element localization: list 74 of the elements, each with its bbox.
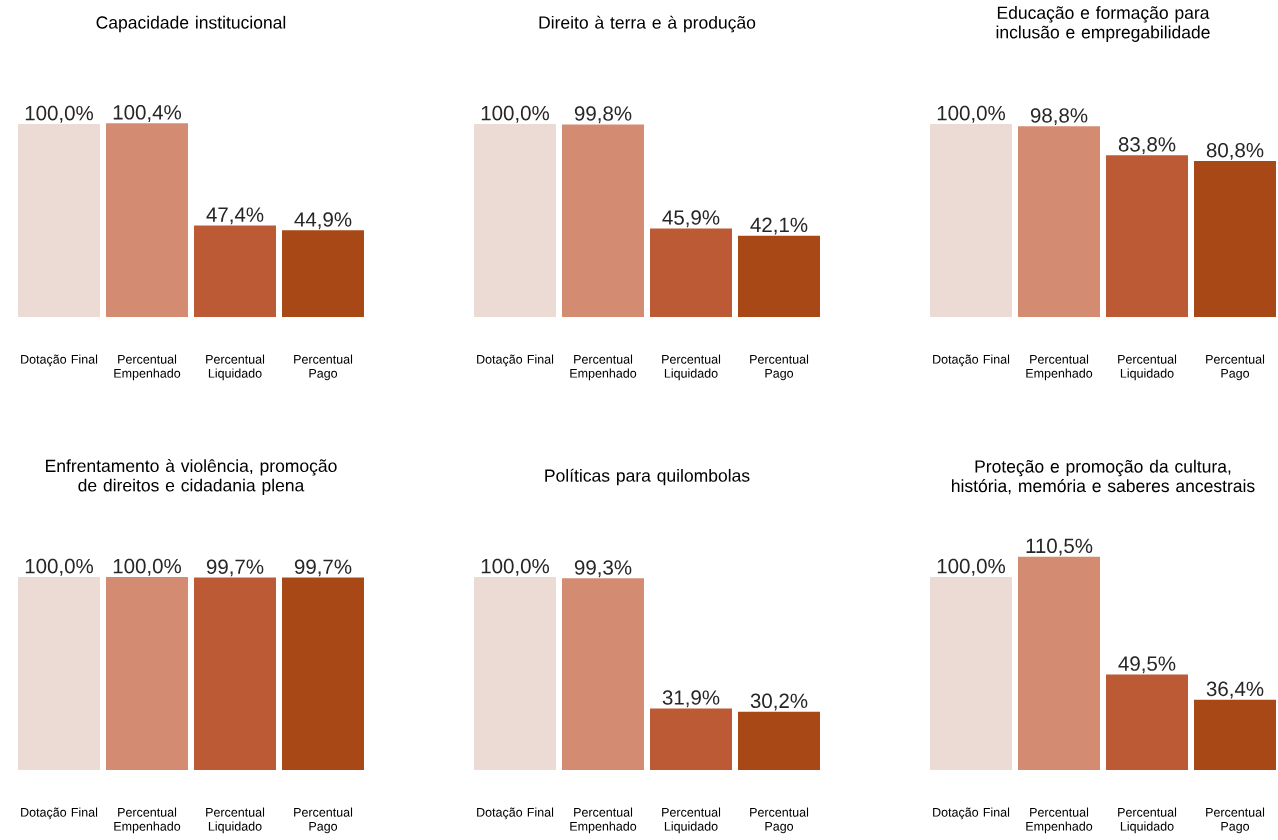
chart-title: Enfrentamento à violência, promoção de direitos e cidadania plena <box>46 458 337 496</box>
data-label: 36,4% <box>1206 681 1264 699</box>
x-tick-label: Percentual Liquidado <box>1118 807 1177 834</box>
x-tick-label: Dotação Final <box>21 354 98 367</box>
data-label: 100,0% <box>25 558 94 576</box>
data-label: 98,8% <box>1030 108 1088 126</box>
chart-title: Proteção e promoção da cultura, história, memória e saberes ancestrais <box>952 459 1255 495</box>
chart-title: Capacidade institucional <box>96 15 286 33</box>
x-tick-label: Percentual Liquidado <box>1118 354 1177 381</box>
data-label: 99,8% <box>574 106 632 124</box>
data-label: 31,9% <box>662 690 720 708</box>
data-label: 100,0% <box>481 105 550 123</box>
chart-title: Educação e formação para inclusão e empregabilidade <box>996 6 1210 42</box>
x-tick-label: Percentual Empenhado <box>570 354 637 381</box>
chart-title: Políticas para quilombolas <box>545 468 750 486</box>
bar <box>930 124 1013 317</box>
x-tick-label: Percentual Pago <box>1206 807 1265 834</box>
bar <box>930 577 1013 770</box>
data-label: 110,5% <box>1026 538 1093 556</box>
bar <box>650 708 733 770</box>
data-label: 100,0% <box>481 558 550 576</box>
data-label: 100,0% <box>25 105 94 123</box>
x-tick-label: Percentual Pago <box>1206 354 1265 381</box>
x-tick-label: Percentual Pago <box>294 807 353 834</box>
x-tick-label: Percentual Liquidado <box>206 807 265 834</box>
bar <box>1106 155 1189 317</box>
data-label: 100,0% <box>113 558 182 576</box>
x-tick-label: Dotação Final <box>477 807 554 820</box>
x-tick-label: Percentual Pago <box>750 354 809 381</box>
data-label: 99,7% <box>294 559 352 577</box>
x-tick-label: Percentual Empenhado <box>1026 354 1093 381</box>
bar <box>1018 556 1101 770</box>
x-tick-label: Percentual Empenhado <box>570 807 637 834</box>
bar <box>562 124 645 317</box>
data-label: 83,8% <box>1118 137 1176 155</box>
x-tick-label: Percentual Pago <box>750 807 809 834</box>
data-label: 30,2% <box>750 693 808 711</box>
bar <box>1106 674 1189 770</box>
chart-title: Direito à terra e à produção <box>539 15 756 33</box>
data-label: 44,9% <box>294 212 352 230</box>
x-tick-label: Percentual Pago <box>294 354 353 381</box>
data-label: 42,1% <box>750 217 808 235</box>
bar <box>738 711 821 770</box>
data-label: 99,7% <box>206 559 264 577</box>
data-label: 80,8% <box>1206 142 1264 160</box>
bar <box>18 124 101 317</box>
x-tick-label: Dotação Final <box>933 807 1010 820</box>
bar <box>1194 161 1276 317</box>
data-label: 47,4% <box>206 207 264 225</box>
bar <box>194 225 277 317</box>
bar <box>1018 126 1101 317</box>
data-label: 100,4% <box>113 105 182 123</box>
x-tick-label: Percentual Liquidado <box>206 354 265 381</box>
x-tick-label: Percentual Liquidado <box>662 354 721 381</box>
data-label: 45,9% <box>662 210 720 228</box>
data-label: 99,3% <box>574 560 632 578</box>
x-tick-label: Percentual Liquidado <box>662 807 721 834</box>
data-label: 49,5% <box>1118 656 1176 674</box>
x-tick-label: Percentual Empenhado <box>114 807 181 834</box>
x-tick-label: Percentual Empenhado <box>114 354 181 381</box>
bar <box>282 230 365 317</box>
data-label: 100,0% <box>937 105 1006 123</box>
x-tick-label: Percentual Empenhado <box>1026 807 1093 834</box>
x-tick-label: Dotação Final <box>477 354 554 367</box>
bar <box>474 124 557 317</box>
bar <box>738 235 821 317</box>
bar <box>474 577 557 770</box>
bar <box>650 228 733 317</box>
bar <box>1194 699 1276 770</box>
bar <box>106 123 189 317</box>
x-tick-label: Dotação Final <box>21 807 98 820</box>
bar <box>562 578 645 770</box>
data-label: 100,0% <box>937 558 1006 576</box>
x-tick-label: Dotação Final <box>933 354 1010 367</box>
